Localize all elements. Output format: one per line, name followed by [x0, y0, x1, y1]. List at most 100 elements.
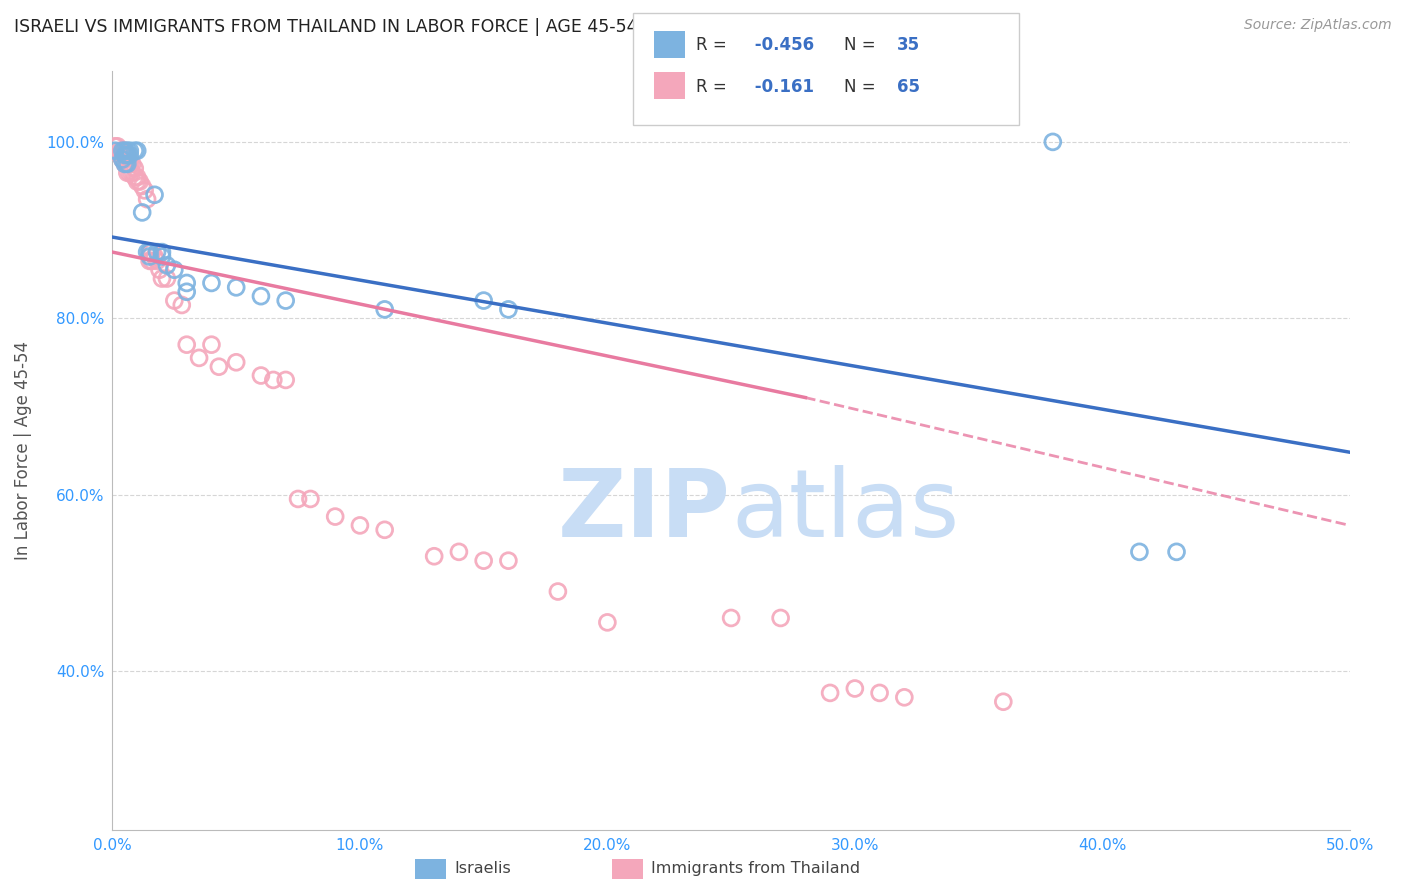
Point [349, 518, 371, 533]
Point [176, 276, 198, 290]
Point [134, 183, 156, 197]
Point [287, 491, 309, 506]
Point [124, 161, 146, 176]
Point [146, 245, 169, 260]
Point [274, 293, 297, 308]
Point [107, 139, 129, 153]
Point [143, 187, 166, 202]
Point [498, 302, 520, 317]
Point [114, 157, 136, 171]
Point [131, 178, 153, 193]
Point [1128, 545, 1150, 559]
Point [114, 157, 136, 171]
Point [200, 276, 222, 290]
Point [111, 144, 134, 158]
Point [127, 144, 149, 158]
Point [447, 545, 470, 559]
Point [124, 144, 146, 158]
Point [176, 337, 198, 351]
Point [844, 681, 866, 696]
Point [117, 148, 139, 162]
Point [121, 166, 143, 180]
Point [138, 245, 160, 260]
Point [176, 285, 198, 299]
Text: R =: R = [696, 78, 733, 95]
Point [423, 549, 446, 564]
Point [138, 254, 160, 268]
Point [170, 298, 193, 312]
Point [114, 148, 136, 162]
Point [108, 148, 131, 162]
Point [472, 293, 495, 308]
Point [156, 271, 179, 285]
Point [128, 175, 150, 189]
Point [200, 337, 222, 351]
Point [138, 250, 160, 264]
Point [869, 686, 891, 700]
Point [374, 302, 396, 317]
Point [225, 280, 247, 294]
Text: ISRAELI VS IMMIGRANTS FROM THAILAND IN LABOR FORCE | AGE 45-54 CORRELATION CHART: ISRAELI VS IMMIGRANTS FROM THAILAND IN L… [14, 18, 832, 36]
Point [138, 245, 160, 260]
Point [136, 192, 159, 206]
Point [118, 153, 141, 167]
Point [769, 611, 792, 625]
Point [262, 373, 284, 387]
Point [117, 157, 139, 171]
Text: N =: N = [844, 78, 880, 95]
Point [111, 153, 134, 167]
Text: Israelis: Israelis [454, 862, 510, 876]
Point [143, 250, 166, 264]
Text: 35: 35 [897, 37, 920, 54]
Point [114, 148, 136, 162]
Point [323, 509, 346, 524]
Point [127, 175, 149, 189]
Point [150, 271, 173, 285]
Point [118, 166, 141, 180]
Point [547, 584, 569, 599]
Point [141, 245, 163, 260]
Point [150, 245, 173, 260]
Point [111, 144, 134, 158]
Point [118, 157, 141, 171]
Point [108, 144, 131, 158]
Text: ZIP: ZIP [558, 465, 731, 558]
Point [374, 523, 396, 537]
Point [250, 289, 273, 303]
Text: -0.161: -0.161 [749, 78, 814, 95]
Point [498, 554, 520, 568]
Point [117, 157, 139, 171]
Text: 65: 65 [897, 78, 920, 95]
Text: R =: R = [696, 37, 733, 54]
Point [146, 254, 169, 268]
Point [111, 148, 134, 162]
Point [136, 245, 159, 260]
Text: Immigrants from Thailand: Immigrants from Thailand [651, 862, 860, 876]
Point [163, 262, 186, 277]
Point [118, 144, 141, 158]
Point [893, 690, 915, 705]
Point [596, 615, 619, 630]
Y-axis label: In Labor Force | Age 45-54: In Labor Force | Age 45-54 [14, 341, 32, 560]
Point [150, 250, 173, 264]
Point [141, 254, 163, 268]
Point [111, 153, 134, 167]
Point [472, 554, 495, 568]
Point [163, 293, 186, 308]
Point [274, 373, 297, 387]
Point [1166, 545, 1188, 559]
Point [299, 491, 322, 506]
Point [124, 170, 146, 185]
Point [225, 355, 247, 369]
Point [118, 148, 141, 162]
Point [720, 611, 742, 625]
Point [188, 351, 211, 365]
Text: Source: ZipAtlas.com: Source: ZipAtlas.com [1244, 18, 1392, 32]
Point [148, 262, 170, 277]
Point [208, 359, 231, 374]
Point [1042, 135, 1064, 149]
Point [131, 205, 153, 219]
Point [818, 686, 841, 700]
Point [250, 368, 273, 383]
Point [121, 157, 143, 171]
